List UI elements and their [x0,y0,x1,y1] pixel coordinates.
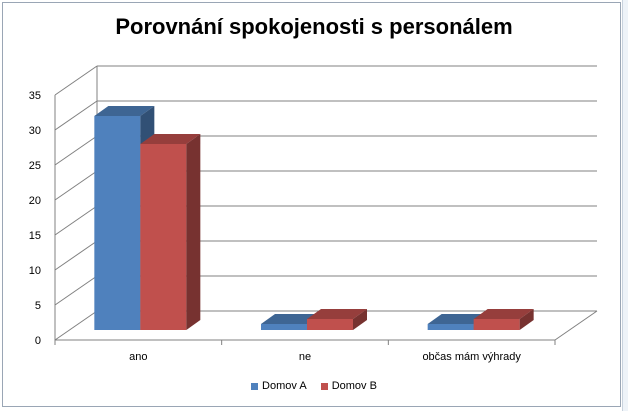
bar-1-1 [307,319,353,330]
legend-swatch-domov-b [320,382,328,390]
y-tick-label-3: 15 [29,230,41,242]
bar-top-0-1 [140,134,201,144]
gridline-depth-7 [54,65,98,96]
legend-item-domov-a: Domov A [251,380,307,392]
gridline-depth-1 [54,275,98,306]
chart-title: Porovnání spokojenosti s personálem [115,14,513,39]
bar-top-2-1 [473,309,534,319]
gridline-depth-0 [54,310,98,341]
bar-1-0 [261,324,307,330]
bar-side-0-1 [186,134,201,330]
y-tick-label-2: 10 [29,265,41,277]
bar-side-1-1 [353,309,367,330]
gridline-depth-3 [54,205,98,236]
x-category-label-0: ano [129,351,147,363]
scrollbar-strip [622,0,628,411]
x-category-label-1: ne [299,351,311,363]
legend-item-domov-b: Domov B [320,380,377,392]
y-tick-label-6: 30 [29,125,41,137]
bar-2-0 [427,324,474,330]
bar-0-1 [140,144,187,330]
legend-swatch-domov-a [251,382,259,390]
bar-0-0 [94,116,141,330]
y-tick-label-0: 0 [35,335,41,347]
legend-label-domov-a: Domov A [262,380,307,392]
floor-edge [554,310,598,341]
gridline-depth-6 [54,100,98,131]
bar-2-1 [473,319,520,330]
y-tick-label-1: 5 [35,300,41,312]
gridline-depth-5 [54,135,98,166]
bar-top-0-0 [94,106,155,116]
x-category-label-2: občas mám výhrady [422,351,521,363]
y-tick-label-5: 25 [29,160,41,172]
y-tick-label-7: 35 [29,90,41,102]
bar-top-1-0 [261,314,321,324]
gridline-depth-4 [54,170,98,201]
legend-label-domov-b: Domov B [331,380,377,392]
legend: Domov A Domov B [0,380,628,392]
bar-top-2-0 [427,314,488,324]
bar-top-1-1 [307,309,367,319]
y-tick-label-4: 20 [29,195,41,207]
gridline-depth-2 [54,240,98,271]
bar-side-2-1 [519,309,534,330]
